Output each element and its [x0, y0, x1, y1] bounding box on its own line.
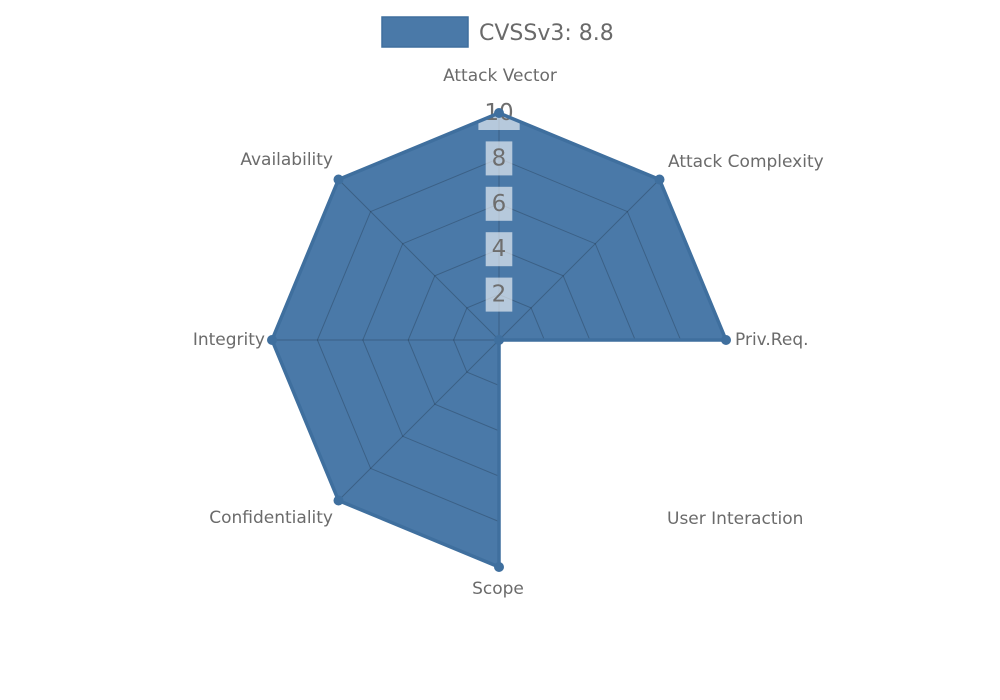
tick-label: 6: [492, 191, 507, 217]
data-point: [267, 335, 277, 345]
data-point: [494, 108, 504, 118]
axis-spoke: [338, 179, 500, 341]
tick-label-box: [485, 141, 513, 176]
data-point: [494, 562, 504, 572]
chart-legend: CVSSv3: 8.8: [381, 16, 614, 48]
tick-label-box: [485, 277, 513, 312]
axis-label-priv-req: Priv.Req.: [735, 330, 809, 350]
tick-label-box: [485, 232, 513, 267]
data-point: [494, 335, 504, 345]
axis-label-scope: Scope: [472, 579, 524, 599]
tick-label: 2: [492, 282, 507, 308]
legend-label[interactable]: CVSSv3: 8.8: [479, 21, 614, 46]
tick-label: 8: [492, 145, 507, 171]
tick-labels: 246810: [478, 96, 520, 312]
axis-label-confidentiality: Confidentiality: [209, 508, 333, 528]
axis-spoke: [338, 339, 500, 501]
data-point: [333, 495, 344, 506]
axis-label-availability: Availability: [240, 150, 333, 170]
tick-label-box: [485, 186, 513, 221]
axis-spoke: [498, 179, 660, 341]
axis-label-attack-vector: Attack Vector: [443, 66, 557, 86]
data-point: [721, 335, 731, 345]
tick-label: 4: [492, 236, 507, 262]
axis-label-attack-complexity: Attack Complexity: [668, 152, 824, 172]
axis-label-user-interaction: User Interaction: [667, 509, 803, 529]
data-point: [333, 174, 344, 185]
axis-label-integrity: Integrity: [193, 330, 265, 350]
data-point: [654, 174, 665, 185]
axis-spoke: [498, 339, 660, 501]
legend-swatch[interactable]: [381, 16, 469, 48]
